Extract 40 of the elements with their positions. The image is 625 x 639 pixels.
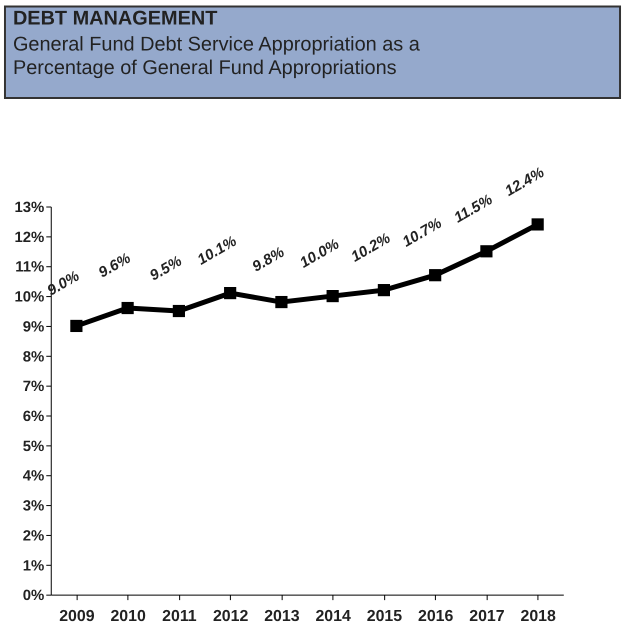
point <box>429 269 442 282</box>
point <box>224 287 236 300</box>
point <box>122 302 134 314</box>
y-tick-label: 9% <box>22 318 44 336</box>
chart-title: DEBT MANAGEMENT <box>12 7 218 30</box>
point <box>326 290 339 302</box>
point <box>172 304 185 318</box>
chart-subtitle: General Fund Debt Service Appropriation as a Percentage of General Fund Appropriations <box>12 33 421 80</box>
point <box>70 320 82 332</box>
x-tick-label: 2014 <box>315 608 351 626</box>
y-tick-label: 4% <box>22 468 44 485</box>
data-label: 9.6% <box>96 250 134 282</box>
x-tick-label: 2010 <box>110 608 146 626</box>
x-tick-label: 2018 <box>520 608 556 626</box>
point <box>480 245 493 258</box>
y-tick-label: 12% <box>14 228 44 246</box>
y-tick-label: 5% <box>22 438 44 455</box>
y-tick-label: 3% <box>22 498 44 515</box>
y-tick-label: 7% <box>22 378 44 396</box>
x-tick-label: 2012 <box>212 608 248 626</box>
y-tick-label: 8% <box>22 348 44 366</box>
y-tick-label: 11% <box>15 258 44 276</box>
point <box>378 284 390 296</box>
y-tick-label: 6% <box>22 408 44 425</box>
point <box>532 218 544 231</box>
x-tick-label: 2017 <box>469 608 505 626</box>
data-label: 9.0% <box>44 268 82 300</box>
x-tick-label: 2016 <box>418 608 454 626</box>
y-tick-label: 13% <box>14 198 44 216</box>
y-tick-label: 0% <box>22 587 44 604</box>
point <box>275 296 288 308</box>
y-tick-label: 10% <box>14 288 44 306</box>
data-label: 9.5% <box>146 252 185 284</box>
x-tick-label: 2015 <box>366 608 402 626</box>
x-tick-label: 2009 <box>59 608 95 626</box>
x-tick-label: 2011 <box>162 608 197 626</box>
y-tick-label: 2% <box>22 527 44 544</box>
data-label: 9.8% <box>249 244 288 276</box>
x-tick-label: 2013 <box>264 608 300 626</box>
y-tick-label: 1% <box>22 557 44 574</box>
